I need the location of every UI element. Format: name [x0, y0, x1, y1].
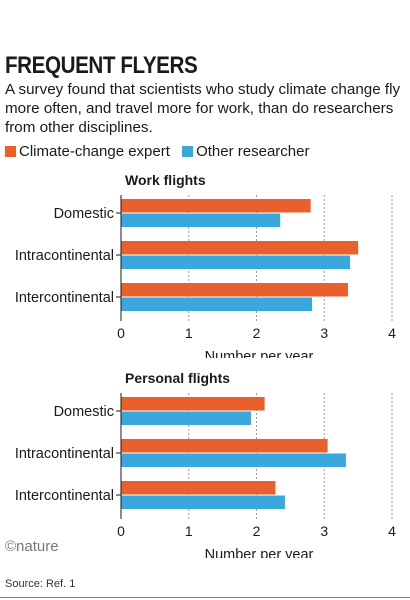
- category-label-domestic: Domestic: [54, 206, 114, 222]
- x-tick-label: 2: [253, 325, 261, 341]
- panel-title: Personal flights: [125, 370, 230, 386]
- x-tick-label: 3: [320, 523, 328, 539]
- bar-intercontinental-other-researcher: [121, 297, 313, 311]
- x-axis-label: Number per year: [205, 547, 314, 558]
- x-tick-label: 4: [388, 325, 396, 341]
- chart-subtitle: A survey found that scientists who study…: [5, 81, 401, 136]
- x-tick-label: 2: [253, 523, 261, 539]
- work-flights-chart: Work flights 0 1 2 3 4 Domestic Intracontinenta…: [15, 172, 396, 358]
- legend-label-climate-expert: Climate-change expert: [19, 143, 170, 160]
- category-label-intracontinental: Intracontinental: [15, 248, 114, 264]
- panel-title: Work flights: [125, 172, 206, 188]
- bar-domestic-climate-change-expert: [121, 397, 265, 411]
- bar-intracontinental-climate-change-expert: [121, 241, 359, 255]
- legend-item-climate-expert: Climate-change expert: [5, 143, 170, 160]
- legend: Climate-change expert Other researcher: [5, 143, 317, 161]
- bar-domestic-climate-change-expert: [121, 199, 311, 213]
- bar-intercontinental-climate-change-expert: [121, 481, 276, 495]
- legend-label-other-researcher: Other researcher: [196, 143, 310, 160]
- legend-swatch-climate-expert: [5, 146, 16, 157]
- bar-intracontinental-climate-change-expert: [121, 439, 328, 453]
- bar-intercontinental-other-researcher: [121, 495, 285, 509]
- x-tick-label: 0: [117, 523, 125, 539]
- footer-divider: [0, 597, 410, 598]
- category-label-intercontinental: Intercontinental: [15, 290, 114, 306]
- category-label-intercontinental: Intercontinental: [15, 488, 114, 504]
- personal-flights-chart: Personal flights 0 1 2 3 4 Domestic Intracontin…: [15, 370, 396, 558]
- bar-intracontinental-other-researcher: [121, 255, 350, 269]
- x-tick-label: 0: [117, 325, 125, 341]
- x-tick-label: 3: [320, 325, 328, 341]
- x-tick-label: 1: [185, 325, 193, 341]
- source-note: Source: Ref. 1: [5, 578, 76, 590]
- legend-item-other-researcher: Other researcher: [182, 143, 309, 160]
- x-tick-label: 1: [185, 523, 193, 539]
- category-label-domestic: Domestic: [54, 404, 114, 420]
- x-tick-label: 4: [388, 523, 396, 539]
- nature-credit: ©nature: [5, 538, 59, 555]
- bar-intercontinental-climate-change-expert: [121, 283, 348, 297]
- bar-domestic-other-researcher: [121, 213, 281, 227]
- category-label-intracontinental: Intracontinental: [15, 446, 114, 462]
- bar-domestic-other-researcher: [121, 411, 252, 425]
- x-axis-label: Number per year: [205, 349, 314, 358]
- chart-title: FREQUENT FLYERS: [5, 52, 198, 79]
- legend-swatch-other-researcher: [182, 146, 194, 157]
- bar-intracontinental-other-researcher: [121, 453, 346, 467]
